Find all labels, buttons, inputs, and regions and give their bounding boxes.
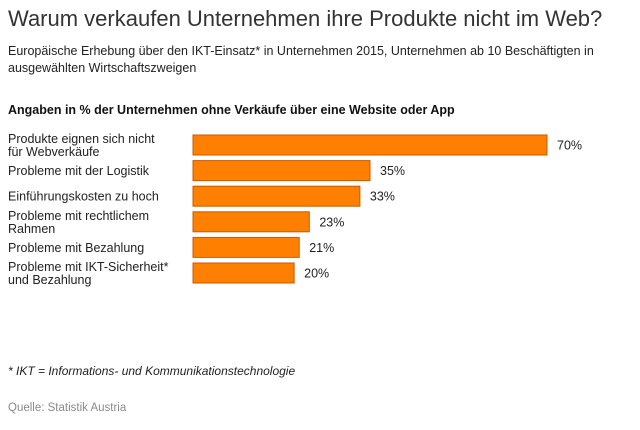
category-label-2: Einführungskosten zu hoch xyxy=(8,190,159,204)
chart-subtitle: Europäische Erhebung über den IKT-Einsat… xyxy=(8,44,594,75)
category-label-0: Produkte eignen sich nicht für Webverkäuf… xyxy=(8,132,155,159)
source-note: Quelle: Statistik Austria xyxy=(8,402,127,414)
data-label-0: 70% xyxy=(557,139,582,153)
data-label-3: 23% xyxy=(319,215,344,229)
bar-0 xyxy=(192,134,548,156)
chart-title: Warum verkaufen Unternehmen ihre Produkt… xyxy=(8,6,603,31)
category-label-1: Probleme mit der Logistik xyxy=(8,164,150,178)
bar-4 xyxy=(192,236,300,258)
chart-headline: Angaben in % der Unternehmen ohne Verkäu… xyxy=(8,103,455,117)
data-label-2: 33% xyxy=(370,190,395,204)
data-label-1: 35% xyxy=(380,164,405,178)
footnote: * IKT = Informations- und Kommunikations… xyxy=(8,364,296,378)
category-label-4: Probleme mit Bezahlung xyxy=(8,241,144,255)
bar-3 xyxy=(192,211,310,233)
data-label-4: 21% xyxy=(309,241,334,255)
bar-1 xyxy=(192,160,371,182)
data-label-5: 20% xyxy=(304,267,329,281)
category-label-5: Probleme mit IKT-Sicherheit* und Bezahlun… xyxy=(8,260,169,287)
bar-5 xyxy=(192,262,295,284)
category-label-3: Probleme mit rechtlichem Rahmen xyxy=(8,209,149,236)
bar-2 xyxy=(192,185,361,207)
